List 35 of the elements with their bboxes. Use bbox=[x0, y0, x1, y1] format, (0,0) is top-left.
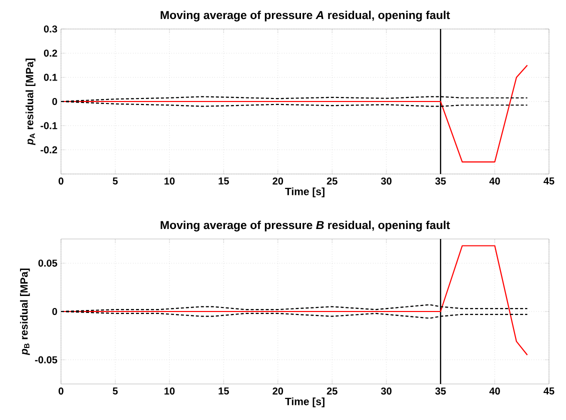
x-tick-label: 10 bbox=[164, 388, 175, 395]
chart-title: Moving average of pressure A residual, opening fault bbox=[160, 10, 450, 22]
x-tick-label: 25 bbox=[326, 178, 338, 185]
x-tick-label: 30 bbox=[381, 178, 392, 185]
x-tick-label: 20 bbox=[272, 178, 284, 185]
chart-title: Moving average of pressure B residual, opening fault bbox=[160, 220, 450, 232]
y-tick-label: 0.05 bbox=[38, 260, 58, 267]
x-axis-title: Time [s] bbox=[285, 187, 324, 198]
x-tick-label: 40 bbox=[489, 388, 500, 395]
y-tick-label: 0.3 bbox=[44, 25, 58, 33]
x-tick-label: 15 bbox=[218, 178, 229, 184]
x-tick-label: 45 bbox=[544, 388, 554, 394]
y-tick-label: 0.1 bbox=[44, 74, 58, 81]
x-tick-label: 0 bbox=[58, 178, 64, 185]
y-axis-title: p$_{B}$ residual [MPa] bbox=[20, 268, 30, 356]
x-tick-label: 35 bbox=[435, 178, 446, 185]
x-tick-label: 5 bbox=[112, 178, 118, 184]
x-tick-label: 40 bbox=[489, 178, 500, 185]
x-tick-label: 15 bbox=[218, 388, 229, 394]
y-tick-label: -0.1 bbox=[40, 122, 58, 130]
x-tick-label: 5 bbox=[112, 388, 118, 394]
x-axis-title: Time [s] bbox=[285, 397, 324, 408]
y-tick-label: 0 bbox=[52, 308, 58, 316]
x-tick-label: 0 bbox=[58, 388, 64, 395]
x-tick-label: 35 bbox=[435, 388, 446, 395]
x-tick-label: 25 bbox=[326, 388, 338, 395]
y-tick-label: 0.2 bbox=[44, 50, 58, 57]
y-tick-label: -0.2 bbox=[40, 146, 58, 154]
x-tick-label: 30 bbox=[381, 388, 392, 395]
y-tick-label: 0 bbox=[52, 98, 58, 106]
x-tick-label: 20 bbox=[272, 388, 284, 395]
y-axis-title: p$_{A}$ residual [MPa] bbox=[26, 58, 36, 146]
x-tick-label: 10 bbox=[164, 178, 175, 185]
y-tick-label: -0.05 bbox=[35, 356, 58, 364]
x-tick-label: 45 bbox=[544, 178, 554, 184]
